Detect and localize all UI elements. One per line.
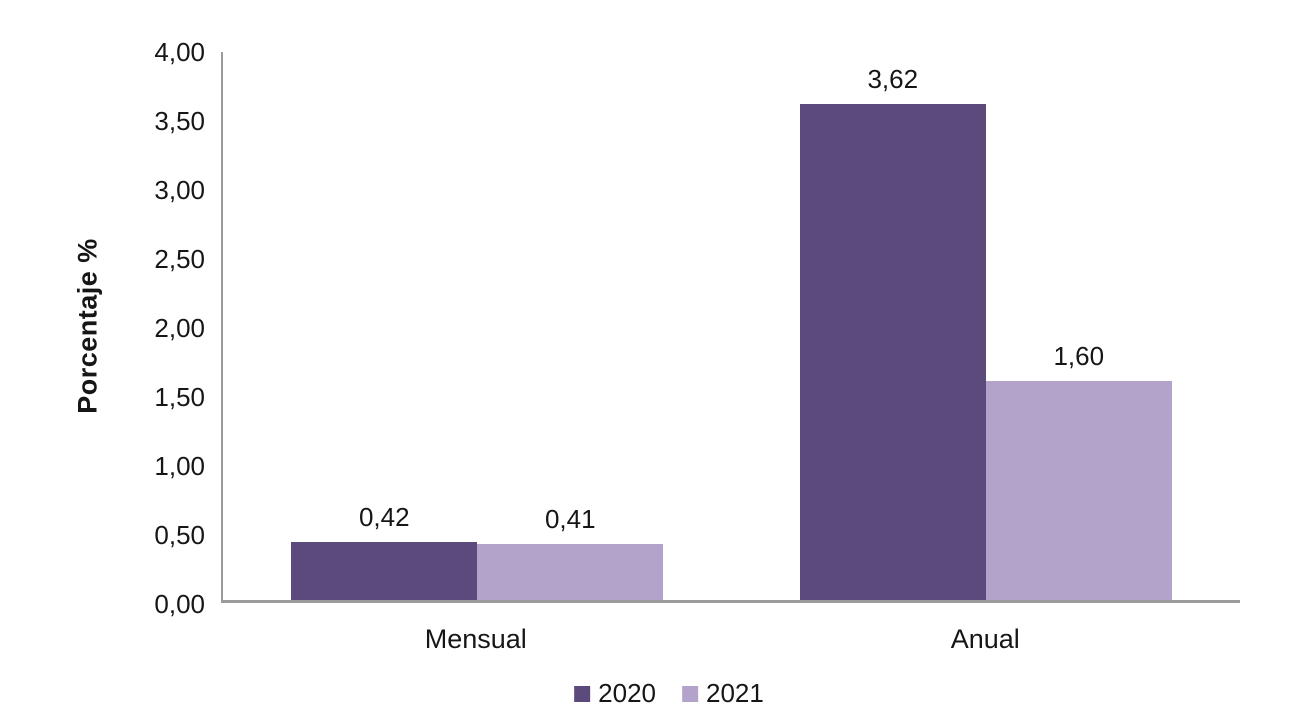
bar-2021-mensual: 0,41 (477, 52, 664, 600)
y-tick-label: 2,00 (154, 313, 205, 343)
y-tick-label: 4,00 (154, 37, 205, 67)
legend-item-2021: 2021 (682, 678, 764, 709)
legend-label-2020: 2020 (598, 678, 656, 708)
y-tick-label: 0,00 (154, 589, 205, 619)
legend: 2020 2021 (574, 678, 764, 709)
y-tick-label: 3,50 (154, 106, 205, 136)
legend-label-2021: 2021 (706, 678, 764, 708)
bar-fill (799, 104, 986, 600)
bar-value-label: 0,42 (358, 502, 410, 533)
bar-2020-anual: 3,62 (799, 52, 986, 600)
x-category-label-mensual: Mensual (424, 624, 527, 654)
bar-2021-anual: 1,60 (985, 52, 1172, 600)
y-tick-label: 1,50 (154, 382, 205, 412)
y-tick-label: 1,00 (154, 451, 205, 481)
plot-area: 0,42 0,41 3,62 1,60 (221, 52, 1240, 603)
x-axis-category-labels: Mensual Anual (221, 624, 1240, 655)
y-axis-tick-labels: 4,00 3,50 3,00 2,50 2,00 1,50 1,00 0,50 … (0, 39, 205, 617)
y-tick-label: 3,00 (154, 175, 205, 205)
legend-swatch-2021 (682, 685, 698, 702)
bar-value-label: 3,62 (867, 64, 919, 95)
x-category-label-anual: Anual (950, 624, 1020, 654)
bar-fill (291, 542, 478, 600)
y-tick-label: 0,50 (154, 520, 205, 550)
legend-swatch-2020 (574, 685, 591, 702)
category-group-mensual: 0,42 0,41 (223, 52, 732, 600)
bar-value-label: 1,60 (1053, 340, 1105, 371)
y-tick-label: 2,50 (154, 244, 205, 274)
bar-value-label: 0,41 (544, 503, 596, 534)
legend-item-2020: 2020 (574, 678, 656, 709)
bar-fill (477, 543, 664, 600)
category-group-anual: 3,62 1,60 (732, 52, 1241, 600)
bar-2020-mensual: 0,42 (291, 52, 478, 600)
bar-fill (985, 380, 1172, 600)
